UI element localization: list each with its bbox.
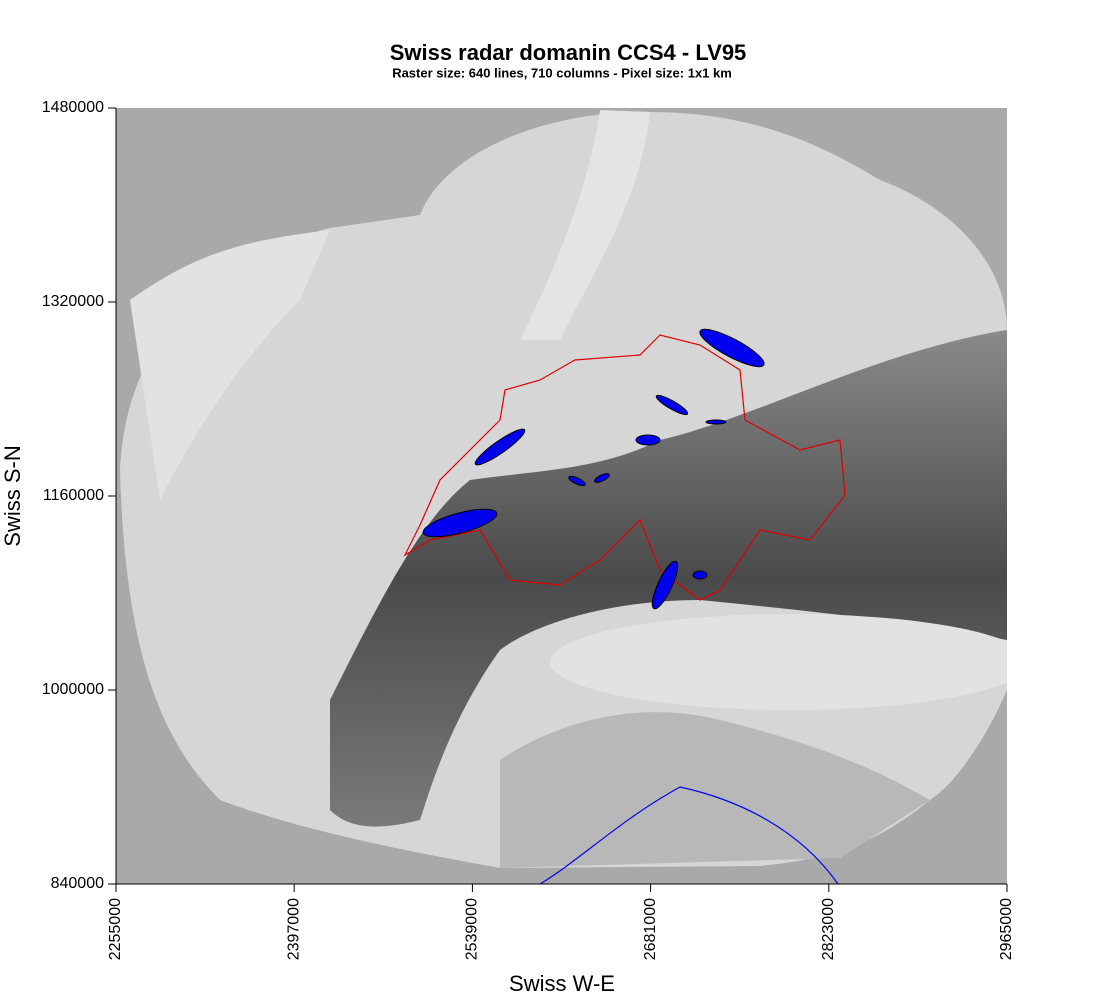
x-tick-label: 2539000	[464, 898, 481, 960]
lake	[635, 434, 661, 446]
x-tick-label: 2255000	[107, 898, 124, 960]
y-tick-label: 1480000	[42, 99, 104, 116]
y-tick-label: 1000000	[42, 681, 104, 698]
x-axis-title: Swiss W-E	[509, 971, 615, 996]
lake	[692, 570, 708, 580]
lakes	[422, 328, 765, 610]
lake	[699, 328, 765, 368]
x-tick-label: 2681000	[642, 898, 659, 960]
y-tick-label: 1320000	[42, 293, 104, 310]
apennines	[500, 712, 930, 868]
lake	[705, 419, 727, 425]
coastline	[539, 786, 839, 884]
lake	[655, 394, 689, 416]
x-tick-label: 2397000	[285, 898, 302, 960]
lake	[474, 428, 526, 466]
plain-area	[130, 230, 330, 500]
po-valley	[550, 614, 1007, 710]
chart-subtitle: Raster size: 640 lines, 710 columns - Pi…	[392, 65, 732, 80]
y-tick-label: 840000	[51, 875, 104, 892]
y-axis-title: Swiss S-N	[0, 445, 25, 546]
terrain-raster	[116, 108, 1007, 884]
lake	[422, 508, 498, 538]
lake	[568, 475, 586, 487]
rhine-valley	[520, 110, 650, 340]
x-tick-label: 2965000	[998, 898, 1015, 960]
chart-title: Swiss radar domanin CCS4 - LV95	[390, 40, 747, 65]
y-tick-label: 1160000	[43, 487, 104, 504]
lake	[594, 473, 610, 483]
swiss-border	[403, 334, 846, 601]
lake	[651, 560, 679, 610]
x-tick-label: 2823000	[820, 898, 837, 960]
